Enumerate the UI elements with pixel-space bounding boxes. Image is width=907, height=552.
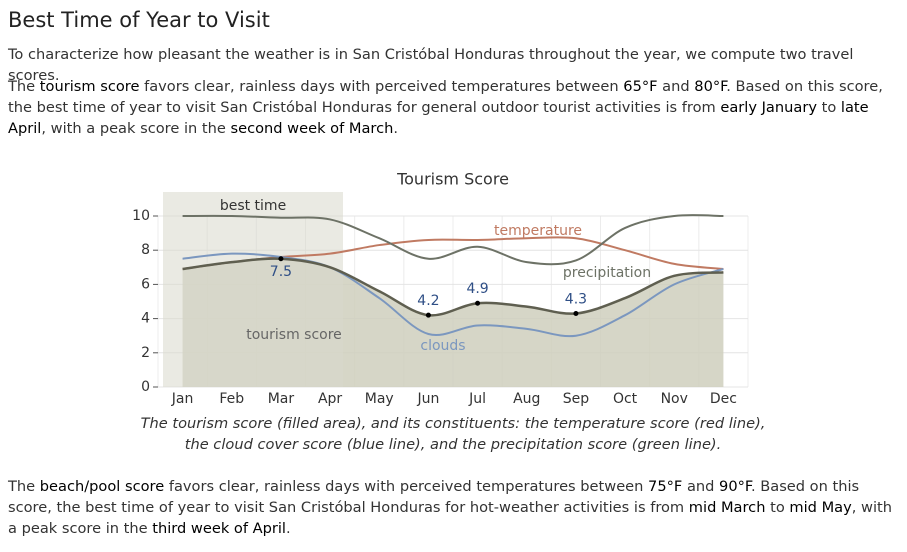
- peak-dot: [475, 300, 481, 306]
- text: The: [140, 415, 173, 432]
- peak-dot: [278, 256, 284, 262]
- x-tick-label: Jan: [171, 391, 194, 407]
- paragraph: The tourism score favors clear, rainless…: [8, 76, 898, 139]
- data-label: 4.2: [417, 293, 439, 309]
- y-tick-label: 6: [141, 276, 150, 292]
- text: and: [682, 478, 720, 495]
- highlight: tourism score: [172, 415, 273, 432]
- y-tick-label: 0: [141, 379, 150, 395]
- text: , with a peak score in the: [8, 499, 893, 537]
- series-line: [182, 252, 724, 338]
- highlight: beach/pool score: [39, 478, 165, 495]
- peak-dot: [425, 312, 431, 318]
- text: to: [765, 499, 790, 516]
- data-label: 4.3: [565, 291, 587, 307]
- y-tick-label: 2: [141, 345, 150, 361]
- data-label: 4.9: [466, 281, 488, 297]
- text: favors clear, rainless days with perceiv…: [164, 478, 649, 495]
- text: and: [657, 78, 695, 95]
- text: . Based on this score, the best time of …: [8, 78, 883, 116]
- x-tick-label: Aug: [513, 391, 540, 407]
- highlight: second week of March: [230, 120, 394, 137]
- highlight: late April: [8, 99, 869, 137]
- paragraph: The beach/pool score favors clear, rainl…: [8, 476, 898, 539]
- text: , with a peak score in the: [41, 120, 231, 137]
- x-tick-label: Nov: [661, 391, 688, 407]
- text: The: [8, 478, 40, 495]
- highlight: third week of April: [152, 520, 286, 537]
- page-title: Best Time of Year to Visit: [8, 8, 270, 32]
- data-label: 7.5: [270, 264, 292, 280]
- series-label: clouds: [420, 338, 465, 354]
- x-tick-label: Dec: [710, 391, 737, 407]
- highlight: early January: [720, 99, 817, 116]
- highlight: 90°F: [719, 478, 751, 495]
- x-tick-label: Feb: [219, 391, 244, 407]
- x-tick-label: Mar: [268, 391, 295, 407]
- x-tick-label: Jun: [416, 391, 439, 407]
- y-tick-label: 8: [141, 242, 150, 258]
- text: (filled area), and its constituents: the…: [184, 415, 766, 453]
- paragraph: To characterize how pleasant the weather…: [8, 44, 898, 86]
- text: . Based on this score, the best time of …: [8, 478, 860, 516]
- highlight: 65°F: [623, 78, 658, 95]
- highlight: tourism score: [39, 78, 140, 95]
- area-label: tourism score: [246, 327, 342, 343]
- text: .: [393, 120, 398, 137]
- x-tick-label: Apr: [318, 391, 342, 407]
- x-tick-label: Sep: [563, 391, 590, 407]
- series-line: [182, 214, 724, 266]
- highlight: 75°F: [648, 478, 683, 495]
- y-tick-label: 10: [132, 208, 150, 224]
- highlight: 80°F: [694, 78, 727, 95]
- best-time-band: [163, 192, 343, 387]
- tourism-line: [182, 257, 724, 317]
- series-label: temperature: [494, 223, 582, 239]
- highlight: mid March: [688, 499, 766, 516]
- text: favors clear, rainless days with perceiv…: [139, 78, 624, 95]
- y-tick-label: 4: [141, 311, 150, 327]
- x-tick-label: Jul: [468, 391, 486, 407]
- peak-dot: [573, 310, 579, 316]
- x-tick-label: May: [365, 391, 394, 407]
- text: to: [816, 99, 841, 116]
- text: .: [285, 520, 291, 537]
- series-label: precipitation: [563, 265, 651, 281]
- highlight: mid May: [789, 499, 852, 516]
- text: To characterize how pleasant the weather…: [8, 46, 854, 84]
- caption: The tourism score (filled area), and its…: [140, 413, 766, 455]
- band-label: best time: [220, 198, 286, 214]
- text: The: [8, 78, 40, 95]
- chart-title: Tourism Score: [396, 170, 509, 189]
- x-tick-label: Oct: [613, 391, 638, 407]
